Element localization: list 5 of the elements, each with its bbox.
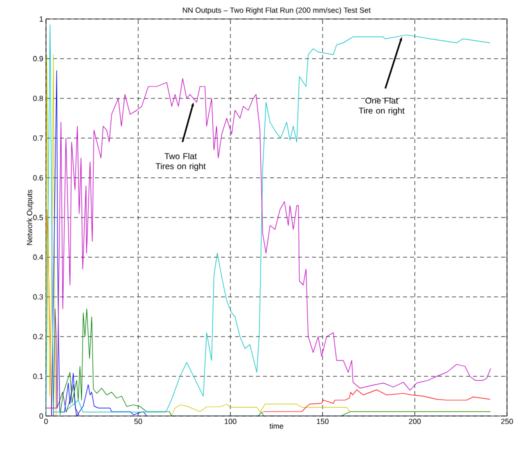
line-series xyxy=(53,308,80,416)
line-series xyxy=(51,70,147,416)
annotation: Two Flat Tires on right xyxy=(156,152,206,171)
annotation: One Flat Tire on right xyxy=(358,97,405,116)
line-series xyxy=(262,389,490,412)
